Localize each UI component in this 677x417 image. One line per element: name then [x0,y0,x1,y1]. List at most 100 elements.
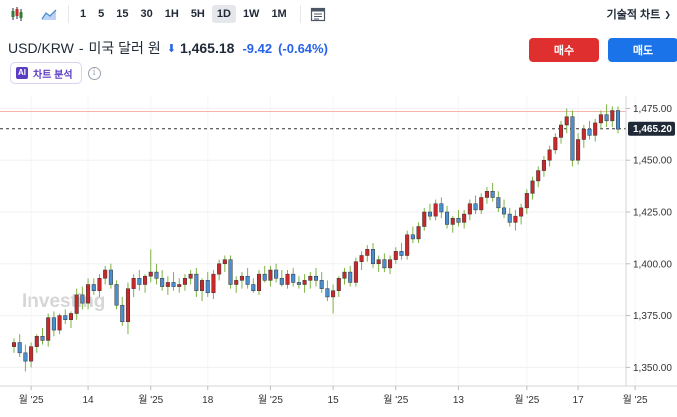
candle-body [553,137,558,151]
candle-body [530,180,535,194]
candle-body [479,197,484,211]
candles [11,104,621,372]
x-tick-label: 월 '25 [19,394,44,406]
candle-body [604,114,609,122]
candle-body [502,207,507,215]
candle-body [171,282,176,287]
toolbar-divider [299,5,301,23]
candle-body [484,191,489,198]
candle-body [217,263,222,275]
candle-body [547,149,552,161]
candle-body [496,197,501,209]
candle-body [581,128,586,140]
candle-body [245,275,250,285]
candle-body [274,269,279,279]
candle-body [137,278,142,285]
candle-body [131,278,136,289]
timeframe-1w[interactable]: 1W [242,8,260,20]
sell-button[interactable]: 매도 [608,38,677,62]
ai-badge: AI [16,67,28,79]
timeframe-30[interactable]: 30 [140,8,153,20]
y-tick-label: 1,400.00 [633,259,672,270]
x-tick-label: 17 [573,395,585,406]
timeframe-1d[interactable]: 1D [211,5,236,23]
chevron-right-icon: ❯ [664,9,671,19]
chart-toolbar: 1 5 15 30 1H 5H 1D 1W 1M 기술적 차트 ❯ [0,0,677,28]
candle-body [313,275,319,281]
x-tick-label: 18 [202,395,214,406]
candle-body [336,278,341,291]
candle-body [370,249,375,265]
candle-body [268,269,273,281]
calendar-icon[interactable] [307,4,329,24]
timeframe-1m[interactable]: 1M [271,8,287,20]
y-axis-ticks: 1,350.00 1,375.00 1,400.00 1,425.00 1,450.00… [626,104,672,374]
candle-body [200,280,205,291]
candle-body [308,275,313,281]
ai-chart-analysis-button[interactable]: AI 차트 분석 [10,62,82,84]
candle-body [416,226,421,240]
technical-chart-label: 기술적 차트 [606,9,661,21]
current-price-tag [628,121,675,136]
candlestick-chart-icon[interactable] [6,4,28,24]
candle-body [68,313,73,320]
candle-body [63,315,68,320]
info-icon[interactable]: i [87,66,101,80]
candle-body [325,288,330,298]
candle-body [433,203,438,217]
candle-body [291,273,296,283]
candle-body [570,116,575,161]
candle-body [34,336,39,347]
buy-button[interactable]: 매수 [529,38,599,62]
candle-body [348,271,353,283]
candle-body [97,278,102,291]
x-tick-label: 15 [328,395,340,406]
candle-body [211,273,216,294]
candle-body [473,203,478,211]
timeframe-5h[interactable]: 5H [190,8,205,20]
toolbar-divider [68,5,69,23]
timeframe-5[interactable]: 5 [98,8,105,20]
x-axis-ticks: 월 '25 14 월 '25 18 월 '25 15 월 '25 13 월 '25 17 월 '25 [19,386,648,406]
area-chart-icon[interactable] [38,4,60,24]
y-tick-label: 1,475.00 [633,104,672,115]
candle-body [125,288,130,323]
candle-body [86,284,91,304]
candle-body [239,275,244,281]
x-tick-label: 월 '25 [383,394,408,406]
candle-body [513,215,518,223]
candle-body [382,259,387,269]
candle-body [251,284,256,291]
down-arrow-icon: ⬇ [166,42,176,55]
candle-body [331,290,336,298]
candle-body [228,259,233,285]
price-chart[interactable]: Investing 1,350.00 1,375.00 1,400.00 1,425.… [0,96,677,417]
candle-body [559,124,564,138]
candle-body [285,273,290,285]
candle-body [365,249,370,256]
candle-body [410,234,415,240]
candle-body [296,282,301,285]
grid-lines [0,96,636,386]
candle-body [450,217,455,225]
candle-body [182,278,187,285]
x-tick-label: 14 [83,395,95,406]
candle-body [74,294,79,314]
candle-body [541,159,546,171]
candle-body [359,255,364,262]
candle-body [388,259,393,269]
timeframe-15[interactable]: 15 [116,8,129,20]
pair-name: 미국 달러 원 [88,40,161,56]
candle-body [108,269,113,285]
timeframe-1h[interactable]: 1H [164,8,179,20]
candle-body [154,271,159,279]
technical-chart-link[interactable]: 기술적 차트 ❯ [607,6,671,22]
candle-body [445,211,450,225]
x-tick-label: 월 '25 [138,394,163,406]
x-tick-label: 13 [453,395,465,406]
timeframe-1[interactable]: 1 [80,8,87,20]
candle-body [279,278,284,285]
candle-body [439,203,444,213]
pair-symbol: USD/KRW [8,40,74,56]
candle-body [11,342,17,347]
